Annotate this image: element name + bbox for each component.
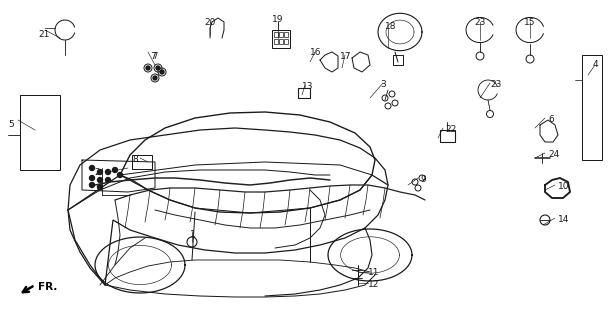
- Circle shape: [89, 182, 95, 188]
- Text: 13: 13: [302, 82, 313, 91]
- Circle shape: [146, 66, 150, 70]
- Bar: [274, 32, 278, 37]
- Text: 12: 12: [368, 280, 379, 289]
- Bar: [582, 55, 602, 160]
- Bar: [279, 39, 283, 44]
- Bar: [284, 39, 288, 44]
- Text: 11: 11: [368, 268, 379, 277]
- Circle shape: [112, 167, 117, 172]
- Text: 3: 3: [380, 80, 386, 89]
- Circle shape: [156, 66, 160, 70]
- Circle shape: [98, 185, 103, 189]
- Bar: [132, 155, 152, 169]
- Bar: [440, 130, 455, 142]
- Circle shape: [89, 175, 95, 180]
- Circle shape: [106, 170, 111, 174]
- Text: 2: 2: [94, 168, 100, 177]
- Text: 22: 22: [445, 125, 456, 134]
- Text: 5: 5: [8, 120, 14, 129]
- Text: 16: 16: [310, 48, 321, 57]
- Bar: [393, 55, 403, 65]
- Text: 23: 23: [474, 18, 486, 27]
- Text: 21: 21: [38, 30, 49, 39]
- Text: 7: 7: [150, 52, 156, 61]
- Polygon shape: [68, 128, 388, 285]
- Text: 1: 1: [190, 230, 196, 239]
- Circle shape: [117, 172, 122, 178]
- Text: 18: 18: [385, 22, 397, 31]
- Circle shape: [106, 178, 111, 182]
- Text: 10: 10: [558, 182, 569, 191]
- Text: 8: 8: [132, 155, 138, 164]
- Text: 23: 23: [490, 80, 502, 89]
- Bar: [279, 32, 283, 37]
- Circle shape: [153, 76, 157, 80]
- Bar: [20, 95, 60, 170]
- Text: 20: 20: [204, 18, 216, 27]
- Text: 24: 24: [548, 150, 559, 159]
- Text: 15: 15: [524, 18, 536, 27]
- Circle shape: [98, 170, 103, 174]
- Bar: [298, 88, 310, 98]
- Text: 7: 7: [152, 52, 158, 61]
- Text: 14: 14: [558, 215, 569, 224]
- Text: 4: 4: [593, 60, 598, 69]
- Text: 6: 6: [548, 115, 554, 124]
- Text: 19: 19: [273, 15, 284, 24]
- Text: 9: 9: [420, 175, 426, 184]
- Circle shape: [89, 165, 95, 171]
- Bar: [272, 30, 290, 48]
- Text: 17: 17: [340, 52, 351, 61]
- Text: FR.: FR.: [38, 282, 57, 292]
- Bar: [284, 32, 288, 37]
- Bar: [274, 39, 278, 44]
- Circle shape: [160, 70, 164, 74]
- Circle shape: [98, 178, 103, 182]
